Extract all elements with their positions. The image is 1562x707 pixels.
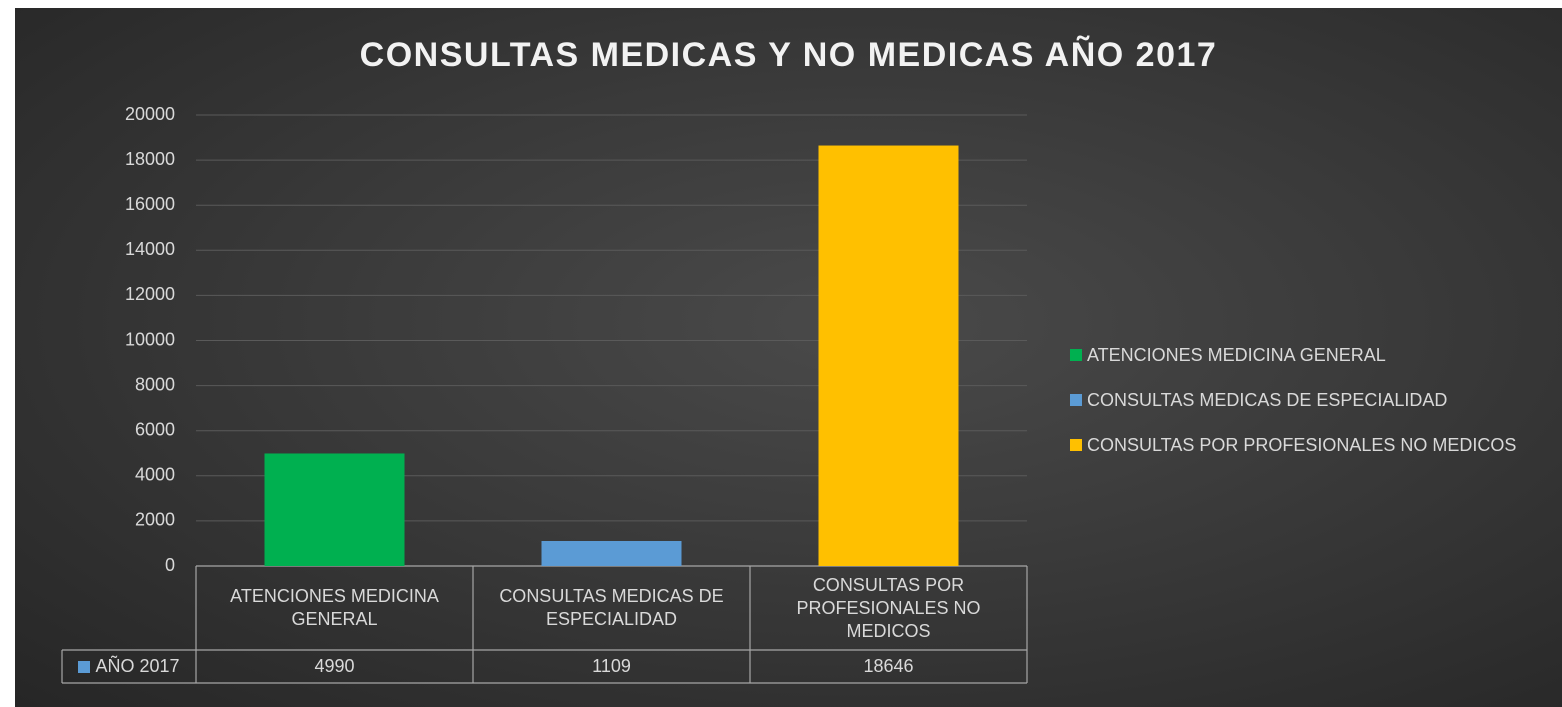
table-legend-key: AÑO 2017 bbox=[62, 650, 196, 683]
legend-entry: CONSULTAS MEDICAS DE ESPECIALIDAD bbox=[1070, 388, 1447, 412]
y-tick-label: 6000 bbox=[135, 419, 175, 439]
x-tick-label: CONSULTAS POR PROFESIONALES NO MEDICOS bbox=[796, 574, 981, 641]
x-tick-label: CONSULTAS MEDICAS DE ESPECIALIDAD bbox=[499, 586, 724, 629]
y-tick-label: 12000 bbox=[125, 284, 175, 304]
legend-swatch bbox=[78, 660, 91, 673]
bar bbox=[264, 453, 405, 566]
series-name: AÑO 2017 bbox=[95, 656, 180, 676]
legend-label: CONSULTAS MEDICAS DE ESPECIALIDAD bbox=[1087, 389, 1448, 410]
y-tick-label: 14000 bbox=[125, 239, 175, 259]
y-tick-label: 20000 bbox=[125, 104, 175, 124]
table-value: 18646 bbox=[863, 656, 914, 676]
y-tick-label: 4000 bbox=[135, 465, 175, 485]
chart: CONSULTAS MEDICAS Y NO MEDICAS AÑO 2017 … bbox=[15, 8, 1562, 707]
legend-swatch bbox=[1070, 349, 1082, 361]
y-tick-label: 2000 bbox=[135, 510, 175, 530]
bar bbox=[818, 145, 959, 566]
legend-entry: ATENCIONES MEDICINA GENERAL bbox=[1070, 343, 1386, 367]
y-tick-label: 16000 bbox=[125, 194, 175, 214]
y-tick-label: 10000 bbox=[125, 329, 175, 349]
y-tick-label: 0 bbox=[165, 555, 175, 575]
legend-swatch bbox=[1070, 394, 1082, 406]
chart-title: CONSULTAS MEDICAS Y NO MEDICAS AÑO 2017 bbox=[359, 36, 1218, 74]
plot: 0 2000 4000 6000 8000 10000 12000 14000 16000 180… bbox=[61, 104, 1028, 684]
legend-label: ATENCIONES MEDICINA GENERAL bbox=[1087, 344, 1386, 365]
table-value: 1109 bbox=[592, 656, 631, 676]
y-tick-label: 18000 bbox=[125, 149, 175, 169]
y-tick-label: 8000 bbox=[135, 374, 175, 394]
table-value: 4990 bbox=[314, 656, 355, 676]
legend-label: CONSULTAS POR PROFESIONALES NO MEDICOS bbox=[1087, 434, 1517, 455]
legend-entry: CONSULTAS POR PROFESIONALES NO MEDICOS bbox=[1070, 433, 1516, 457]
x-tick-label: ATENCIONES MEDICINA GENERAL bbox=[230, 586, 439, 629]
legend-swatch bbox=[1070, 439, 1082, 451]
bar bbox=[541, 540, 682, 566]
